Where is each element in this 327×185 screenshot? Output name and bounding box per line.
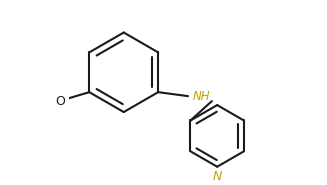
- Text: N: N: [213, 170, 222, 183]
- Text: NH: NH: [193, 90, 211, 103]
- Text: O: O: [56, 95, 65, 108]
